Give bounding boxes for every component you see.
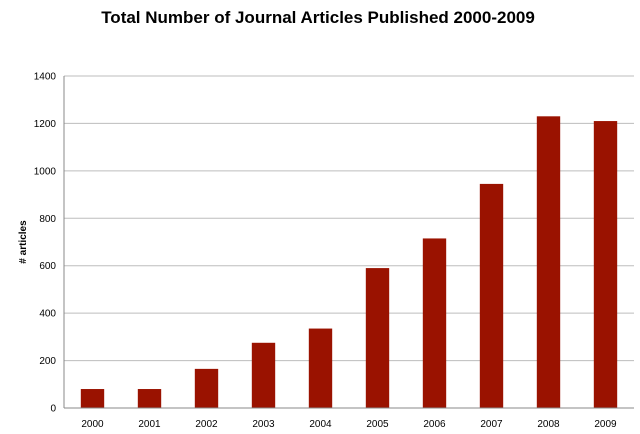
y-tick-label: 1400 — [34, 72, 57, 83]
x-tick-label: 2001 — [138, 419, 161, 430]
y-tick-label: 800 — [39, 214, 56, 225]
x-tick-label: 2002 — [195, 419, 218, 430]
bar-2000 — [80, 389, 105, 408]
y-tick-label: 400 — [39, 309, 56, 320]
bar-2004 — [308, 328, 333, 408]
y-tick-label: 200 — [39, 356, 56, 367]
x-tick-label: 2007 — [480, 419, 503, 430]
bar-2003 — [251, 342, 276, 408]
y-axis-label: # articles — [18, 220, 29, 264]
x-tick-label: 2008 — [537, 419, 560, 430]
x-tick-labels: 2000 2001 2002 2003 2004 2005 2006 2007 2008 2009 — [81, 419, 617, 430]
x-tick-label: 2005 — [366, 419, 389, 430]
bar-2009 — [593, 121, 618, 409]
x-tick-label: 2000 — [81, 419, 104, 430]
bar-2002 — [194, 368, 219, 408]
chart-title: Total Number of Journal Articles Publish… — [101, 8, 535, 27]
x-tick-label: 2006 — [423, 419, 446, 430]
y-tick-label: 0 — [50, 404, 56, 415]
y-tick-labels: 0 200 400 600 800 1000 1200 1400 — [34, 72, 57, 415]
bars — [80, 116, 618, 409]
x-tick-label: 2003 — [252, 419, 275, 430]
bar-2008 — [536, 116, 561, 409]
bar-2007 — [479, 183, 504, 408]
bar-2001 — [137, 389, 162, 408]
bar-2006 — [422, 238, 447, 408]
y-tick-label: 1200 — [34, 119, 57, 130]
x-tick-label: 2004 — [309, 419, 332, 430]
grid-lines — [64, 75, 634, 362]
y-tick-label: 600 — [39, 261, 56, 272]
y-tick-label: 1000 — [34, 166, 57, 177]
x-tick-label: 2009 — [594, 419, 617, 430]
bar-2005 — [365, 268, 390, 408]
